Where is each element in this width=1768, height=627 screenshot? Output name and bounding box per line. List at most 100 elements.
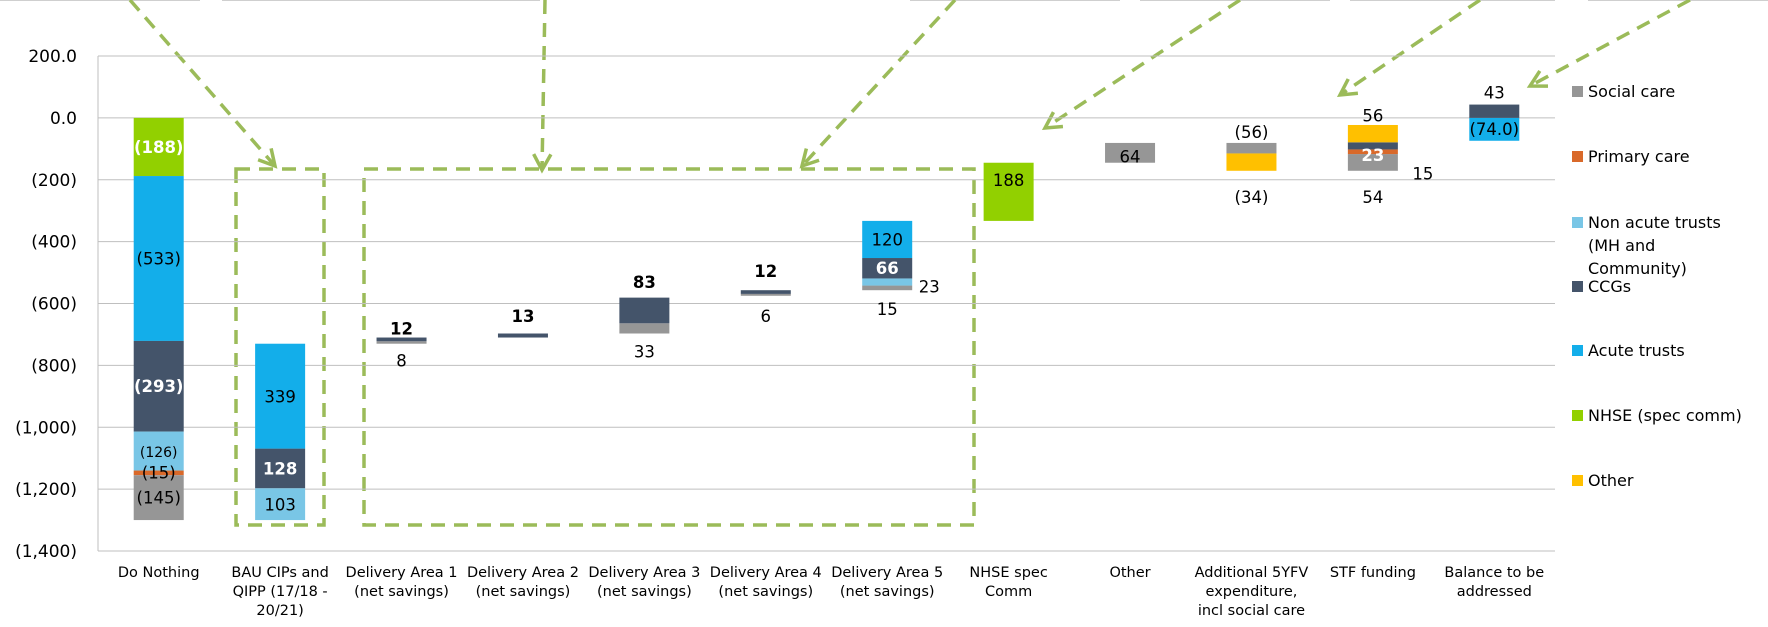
legend-swatch	[1572, 410, 1583, 421]
x-category-label-line: (net savings)	[597, 584, 692, 600]
x-category-label: Delivery Area 3 (net savings)	[588, 565, 700, 600]
bar-segment	[619, 298, 669, 324]
dashed-arrow	[542, 0, 545, 170]
data-label: 339	[264, 387, 296, 406]
legend-swatch	[1572, 475, 1583, 486]
data-label: 33	[634, 342, 655, 361]
x-category-label-line: Other	[1109, 565, 1150, 581]
data-label: 188	[993, 171, 1025, 190]
dashed-arrow	[1340, 0, 1480, 95]
y-tick-label: 200.0	[28, 47, 77, 67]
x-category-label-line: NHSE spec	[969, 565, 1047, 581]
x-category-label: Delivery Area 4 (net savings)	[710, 565, 822, 600]
legend-swatch	[1572, 345, 1583, 356]
y-axis: 200.00.0(200)(400)(600)(800)(1,000)(1,20…	[15, 47, 98, 562]
legend-label: Primary care	[1588, 147, 1690, 166]
data-label: 13	[511, 307, 534, 326]
x-category-label-line: Delivery Area 4	[710, 565, 822, 581]
data-label: (15)	[142, 464, 176, 483]
x-axis: Do Nothing BAU CIPs and QIPP (17/18 - 20/21…	[118, 565, 1544, 619]
x-category-label-line: Balance to be	[1444, 565, 1544, 581]
gridlines	[98, 56, 1555, 551]
x-category-label: NHSE spec Comm	[969, 565, 1047, 600]
bar-segment	[741, 290, 791, 294]
y-tick-label: (1,000)	[15, 418, 77, 438]
x-category-label-line: 20/21)	[256, 603, 303, 619]
data-label: (74.0)	[1469, 120, 1519, 139]
y-tick-label: (1,400)	[15, 542, 77, 562]
x-category-label: Do Nothing	[118, 565, 200, 581]
x-category-label: Balance to be addressed	[1444, 565, 1544, 600]
data-label: 23	[1361, 146, 1384, 165]
legend-label: Other	[1588, 471, 1634, 490]
x-category-label-line: Delivery Area 5	[831, 565, 943, 581]
legend-swatch	[1572, 217, 1583, 228]
x-category-label-line: incl social care	[1198, 603, 1305, 619]
x-category-label-line: (net savings)	[354, 584, 449, 600]
dashed-arrow	[802, 0, 955, 166]
x-category-label: Additional 5YFV expenditure, incl social c…	[1195, 565, 1309, 619]
data-label: (188)	[134, 138, 184, 157]
data-label: 6	[761, 307, 772, 326]
legend-label: Acute trusts	[1588, 341, 1685, 360]
legend-label-line: Primary care	[1588, 147, 1690, 166]
x-category-label-line: QIPP (17/18 -	[233, 584, 328, 600]
x-category-label-line: addressed	[1457, 584, 1532, 600]
legend-label-line: Acute trusts	[1588, 341, 1685, 360]
data-label: (145)	[137, 488, 181, 507]
bar-segment	[619, 323, 669, 333]
y-tick-label: (400)	[31, 233, 77, 253]
dashed-arrow	[1530, 0, 1690, 86]
data-label: (533)	[137, 250, 181, 269]
legend-label: NHSE (spec comm)	[1588, 406, 1742, 425]
data-label: 12	[754, 262, 777, 281]
legend-label-line: (MH and	[1588, 236, 1655, 255]
data-label: 8	[396, 352, 407, 371]
legend-label-line: CCGs	[1588, 277, 1631, 296]
data-label: (126)	[140, 445, 178, 461]
bar-segment	[1348, 125, 1398, 142]
legend-swatch	[1572, 86, 1583, 97]
data-label: 66	[876, 259, 899, 278]
data-label: 15	[1412, 165, 1433, 184]
data-label: 23	[919, 277, 940, 296]
data-label: (56)	[1235, 123, 1269, 142]
data-label: 56	[1362, 106, 1383, 125]
legend-label: Social care	[1588, 82, 1675, 101]
x-category-label: Delivery Area 2 (net savings)	[467, 565, 579, 600]
dashed-arrow-head	[1340, 79, 1358, 95]
x-category-label-line: (net savings)	[718, 584, 813, 600]
data-label: 54	[1362, 188, 1383, 207]
data-label: 43	[1484, 84, 1505, 103]
legend-label-line: Social care	[1588, 82, 1675, 101]
x-category-label-line: Additional 5YFV	[1195, 565, 1309, 581]
bar-segment	[498, 334, 548, 338]
x-category-label-line: BAU CIPs and	[231, 565, 328, 581]
x-category-label: Delivery Area 5 (net savings)	[831, 565, 943, 600]
x-category-label-line: Delivery Area 3	[588, 565, 700, 581]
x-category-label-line: Delivery Area 1	[346, 565, 458, 581]
legend-label-line: Community)	[1588, 259, 1687, 278]
x-category-label-line: expenditure,	[1206, 584, 1298, 600]
x-category-label-line: Do Nothing	[118, 565, 200, 581]
data-label: 15	[877, 300, 898, 319]
legend-label: Non acute trusts (MH and Community)	[1588, 213, 1721, 278]
x-category-label-line: (net savings)	[476, 584, 571, 600]
y-tick-label: 0.0	[50, 109, 77, 129]
dashed-arrow	[1045, 0, 1240, 128]
x-category-label-line: Delivery Area 2	[467, 565, 579, 581]
data-label: 120	[871, 230, 903, 249]
x-category-label-line: STF funding	[1330, 565, 1416, 581]
y-tick-label: (800)	[31, 356, 77, 376]
bar-segment	[741, 294, 791, 296]
data-label: (293)	[134, 377, 184, 396]
x-category-label: BAU CIPs and QIPP (17/18 - 20/21)	[231, 565, 328, 619]
x-category-label: Delivery Area 1 (net savings)	[346, 565, 458, 600]
data-label: 103	[264, 495, 296, 514]
legend-label-line: Other	[1588, 471, 1634, 490]
data-label: 12	[390, 319, 413, 338]
legend-label-line: NHSE (spec comm)	[1588, 406, 1742, 425]
data-labels: (188) (533) (293) (126) (15) (145) 339 12 8 103 12…	[134, 84, 1519, 515]
bar-segment	[862, 278, 912, 285]
